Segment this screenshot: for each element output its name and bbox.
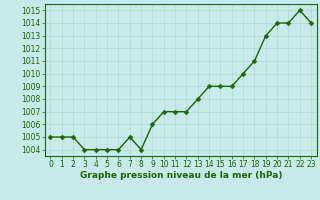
X-axis label: Graphe pression niveau de la mer (hPa): Graphe pression niveau de la mer (hPa) xyxy=(80,171,282,180)
